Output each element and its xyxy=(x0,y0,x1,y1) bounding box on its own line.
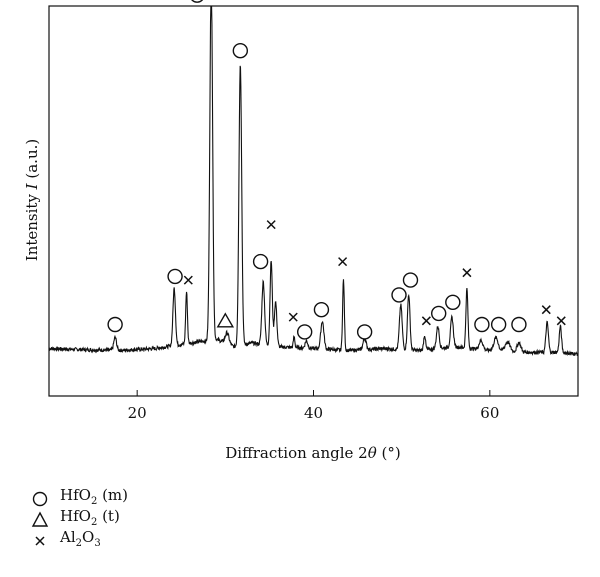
hfo2-monoclinic-marker xyxy=(430,305,447,322)
hfo2-monoclinic-marker xyxy=(232,43,249,59)
legend: HfO2 (m) HfO2 (t) Al2O3 xyxy=(30,486,129,551)
x-axis-ticks xyxy=(136,390,491,396)
triangle-marker-icon xyxy=(31,511,49,527)
cross-marker-icon xyxy=(35,535,45,546)
al2o3-marker xyxy=(556,316,566,326)
hfo2-monoclinic-marker xyxy=(252,253,269,270)
plot-frame xyxy=(48,5,579,397)
al2o3-marker xyxy=(266,220,276,230)
x-tick-label: 40 xyxy=(304,404,323,422)
peak-markers xyxy=(107,0,566,340)
al2o3-marker xyxy=(421,316,431,326)
legend-label: HfO2 (m) xyxy=(60,486,129,507)
xrd-pattern-line xyxy=(48,5,579,357)
x-axis-label: Diffraction angle 2θ (°) xyxy=(225,444,401,462)
hfo2-monoclinic-marker xyxy=(474,316,490,333)
x-tick-label: 20 xyxy=(128,404,147,422)
hfo2-monoclinic-marker xyxy=(356,324,373,340)
legend-item-hfo2-t: HfO2 (t) xyxy=(30,507,128,530)
xrd-chart: 20 40 60 Diffraction angle 2θ (°) Intensit… xyxy=(23,0,579,462)
al2o3-marker xyxy=(288,312,298,322)
al2o3-marker xyxy=(183,275,193,285)
x-tick-label: 60 xyxy=(480,404,499,422)
legend-item-al2o3: Al2O3 xyxy=(30,528,128,551)
hfo2-monoclinic-marker xyxy=(445,294,461,310)
hfo2-monoclinic-marker xyxy=(167,268,183,285)
hfo2-monoclinic-marker xyxy=(391,287,407,303)
al2o3-marker xyxy=(462,268,472,278)
al2o3-marker xyxy=(541,305,551,315)
legend-label: HfO2 (t) xyxy=(60,507,120,528)
hfo2-monoclinic-marker xyxy=(402,272,419,288)
hfo2-monoclinic-marker xyxy=(191,0,204,3)
al2o3-marker xyxy=(338,257,348,267)
hfo2-monoclinic-marker xyxy=(490,316,507,333)
hfo2-monoclinic-marker xyxy=(296,324,313,340)
hfo2-monoclinic-marker xyxy=(107,316,123,333)
circle-marker-icon xyxy=(32,491,48,506)
hfo2-monoclinic-marker xyxy=(511,316,527,333)
legend-label: Al2O3 xyxy=(60,528,101,549)
y-axis-label: Intensity I (a.u.) xyxy=(23,139,41,261)
hfo2-monoclinic-marker xyxy=(313,302,330,318)
legend-item-hfo2-m: HfO2 (m) xyxy=(30,486,129,509)
hfo2-tetragonal-marker xyxy=(216,312,235,328)
x-axis-tick-labels: 20 40 60 xyxy=(128,404,500,422)
